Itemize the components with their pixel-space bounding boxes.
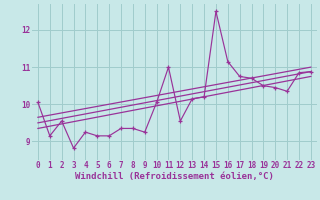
- X-axis label: Windchill (Refroidissement éolien,°C): Windchill (Refroidissement éolien,°C): [75, 172, 274, 181]
